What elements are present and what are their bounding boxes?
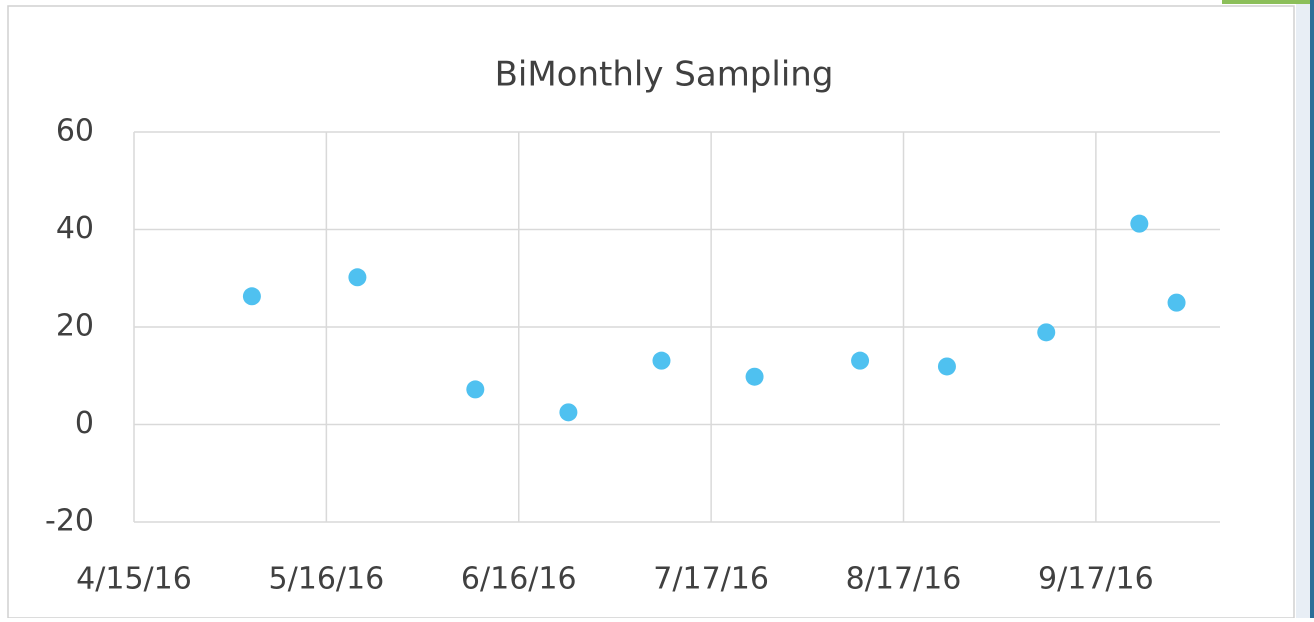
x-tick-label: 5/16/16 bbox=[269, 562, 385, 597]
point bbox=[1037, 323, 1056, 342]
y-tick-label: 40 bbox=[56, 211, 94, 246]
y-tick-label: 60 bbox=[56, 114, 94, 149]
side-border bbox=[1310, 0, 1314, 618]
y-tick-label: 0 bbox=[75, 406, 94, 441]
point bbox=[652, 351, 671, 370]
point bbox=[1167, 293, 1186, 312]
point bbox=[937, 357, 956, 376]
plot-area: -20 0 20 40 60 4/15/16 5/16/16 6/16/16 7/17/16 8/… bbox=[45, 114, 1220, 597]
side-panel bbox=[1296, 0, 1314, 618]
point bbox=[745, 367, 764, 386]
point bbox=[466, 380, 485, 399]
point bbox=[851, 351, 870, 370]
top-accent bbox=[1222, 0, 1310, 4]
point bbox=[348, 268, 367, 287]
chart-frame bbox=[7, 5, 1295, 619]
x-tick-label: 7/17/16 bbox=[653, 562, 769, 597]
y-tick-label: 20 bbox=[56, 309, 94, 344]
x-tick-label: 9/17/16 bbox=[1038, 562, 1154, 597]
point bbox=[559, 403, 578, 422]
x-tick-label: 8/17/16 bbox=[846, 562, 962, 597]
point bbox=[1130, 214, 1149, 233]
x-tick-label: 6/16/16 bbox=[461, 562, 577, 597]
y-tick-label: -20 bbox=[45, 504, 94, 539]
x-tick-label: 4/15/16 bbox=[76, 562, 192, 597]
point bbox=[242, 287, 261, 306]
chart-title: BiMonthly Sampling bbox=[495, 55, 834, 95]
